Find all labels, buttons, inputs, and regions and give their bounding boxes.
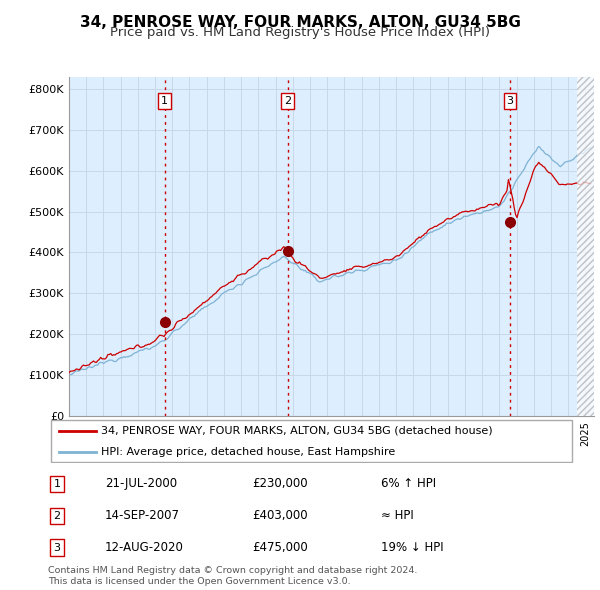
Text: 1: 1 bbox=[53, 479, 61, 489]
Text: £475,000: £475,000 bbox=[252, 541, 308, 554]
Text: HPI: Average price, detached house, East Hampshire: HPI: Average price, detached house, East… bbox=[101, 447, 395, 457]
Text: 21-JUL-2000: 21-JUL-2000 bbox=[105, 477, 177, 490]
Text: 2: 2 bbox=[284, 96, 292, 106]
Text: 14-SEP-2007: 14-SEP-2007 bbox=[105, 509, 180, 522]
Text: 34, PENROSE WAY, FOUR MARKS, ALTON, GU34 5BG: 34, PENROSE WAY, FOUR MARKS, ALTON, GU34… bbox=[80, 15, 520, 30]
FancyBboxPatch shape bbox=[50, 420, 572, 463]
Bar bbox=[577, 77, 594, 416]
Text: 12-AUG-2020: 12-AUG-2020 bbox=[105, 541, 184, 554]
Text: £403,000: £403,000 bbox=[252, 509, 308, 522]
Text: £230,000: £230,000 bbox=[252, 477, 308, 490]
Text: 2: 2 bbox=[53, 511, 61, 520]
Text: ≈ HPI: ≈ HPI bbox=[381, 509, 414, 522]
Text: 6% ↑ HPI: 6% ↑ HPI bbox=[381, 477, 436, 490]
Text: 3: 3 bbox=[53, 543, 61, 552]
Text: Price paid vs. HM Land Registry's House Price Index (HPI): Price paid vs. HM Land Registry's House … bbox=[110, 26, 490, 39]
Text: 19% ↓ HPI: 19% ↓ HPI bbox=[381, 541, 443, 554]
Text: 1: 1 bbox=[161, 96, 168, 106]
Text: 34, PENROSE WAY, FOUR MARKS, ALTON, GU34 5BG (detached house): 34, PENROSE WAY, FOUR MARKS, ALTON, GU34… bbox=[101, 426, 493, 436]
Text: Contains HM Land Registry data © Crown copyright and database right 2024.
This d: Contains HM Land Registry data © Crown c… bbox=[48, 566, 418, 586]
Text: 3: 3 bbox=[506, 96, 514, 106]
